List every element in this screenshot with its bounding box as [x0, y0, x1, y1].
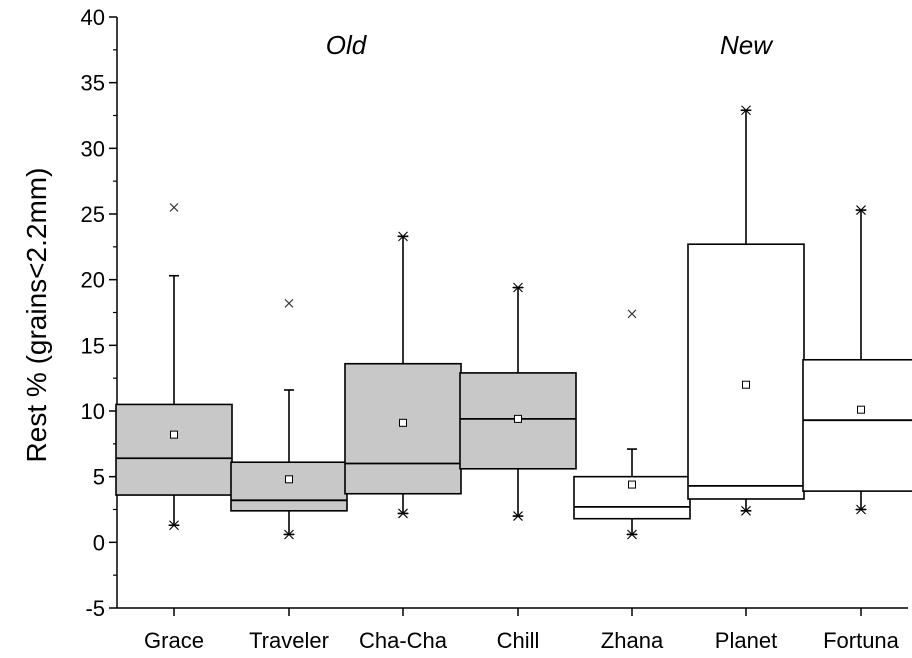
box-chill: [459, 282, 577, 521]
min-marker: [855, 504, 867, 515]
min-marker: [740, 505, 752, 516]
y-axis-label: Rest % (grains<2.2mm): [21, 168, 52, 463]
x-tick-label: Cha-Cha: [359, 628, 448, 653]
y-tick-label: -5: [85, 596, 105, 621]
x-tick-label: Fortuna: [823, 628, 900, 653]
x-tick-label: Zhana: [601, 628, 664, 653]
min-marker: [397, 508, 409, 519]
group-label-new: New: [720, 30, 774, 60]
mean-marker: [857, 405, 865, 414]
boxes: [115, 105, 912, 540]
max-marker: [512, 282, 524, 293]
mean-marker: [514, 414, 522, 423]
y-tick-label: 15: [81, 333, 105, 358]
min-marker: [512, 511, 524, 521]
min-marker: [626, 529, 638, 540]
max-marker: [397, 231, 409, 242]
mean-marker: [628, 480, 636, 489]
box-traveler: [230, 298, 348, 540]
box-planet: [687, 105, 805, 516]
box-iqr: [230, 461, 348, 512]
max-marker: [740, 105, 752, 116]
min-marker: [283, 529, 295, 540]
y-tick-label: 25: [81, 202, 105, 227]
y-tick-label: 10: [81, 399, 105, 424]
max-marker: [284, 298, 294, 308]
y-tick-label: 5: [93, 465, 105, 490]
box-zhana: [573, 309, 691, 540]
box-iqr: [344, 362, 462, 495]
min-marker: [168, 520, 180, 531]
max-marker: [169, 203, 179, 212]
mean-marker: [285, 475, 293, 484]
group-label-old: Old: [326, 30, 368, 60]
y-tick-label: 0: [93, 530, 105, 555]
y-tick-label: 30: [81, 136, 105, 161]
y-tick-label: 20: [81, 268, 105, 293]
x-tick-label: Grace: [144, 628, 204, 653]
y-tick-label: 35: [81, 71, 105, 96]
max-marker: [627, 309, 637, 319]
box-fortuna: [802, 205, 912, 515]
axes: -5 0 5 10 15 20 25 30 35 40 Grace Traveler Cha-Cha Ch…: [81, 5, 908, 653]
x-tick-label: Chill: [497, 628, 540, 653]
box-cha-cha: [344, 231, 462, 519]
x-tick-label: Planet: [715, 628, 777, 653]
box-iqr: [687, 243, 805, 500]
mean-marker: [742, 380, 750, 389]
mean-marker: [170, 430, 178, 439]
box-iqr: [115, 403, 233, 496]
box-iqr: [802, 358, 912, 492]
box-grace: [115, 203, 233, 531]
mean-marker: [399, 418, 407, 427]
y-tick-label: 40: [81, 5, 105, 30]
max-marker: [855, 205, 867, 215]
x-tick-label: Traveler: [249, 628, 329, 653]
